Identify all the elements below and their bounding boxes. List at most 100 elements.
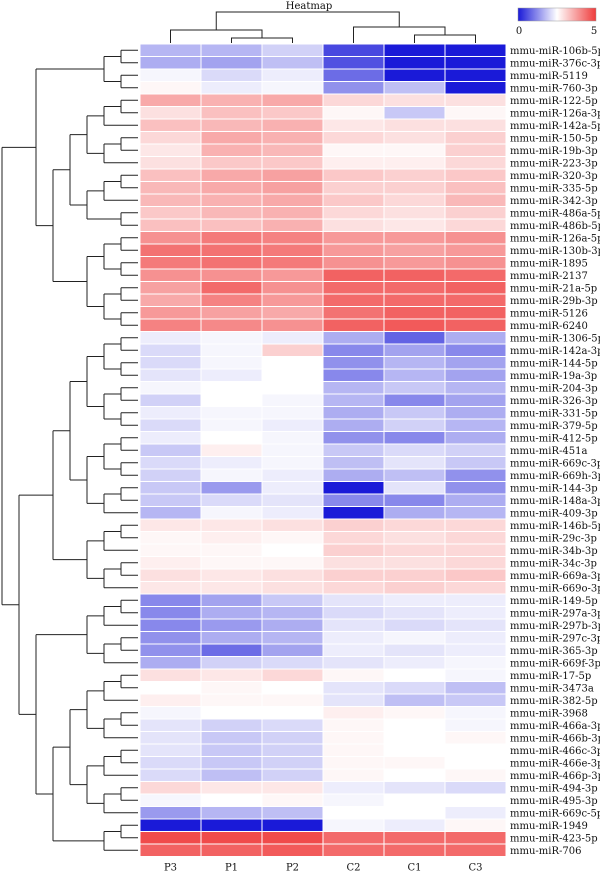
heatmap-cell [384, 832, 445, 844]
heatmap-cell [201, 757, 262, 769]
heatmap-cell [445, 294, 506, 306]
row-label: mmu-miR-669h-3p [510, 471, 600, 482]
heatmap-cell [262, 294, 323, 306]
heatmap-cell [445, 344, 506, 356]
heatmap-cell [201, 807, 262, 819]
heatmap-cell [201, 569, 262, 581]
heatmap-cell [140, 269, 201, 281]
heatmap-cell [445, 307, 506, 319]
row-label: mmu-miR-106b-5p [510, 46, 600, 57]
heatmap-cell [323, 382, 384, 394]
heatmap-cell [201, 419, 262, 431]
heatmap-cell [323, 232, 384, 244]
heatmap-cell [201, 69, 262, 81]
heatmap-cell [201, 194, 262, 206]
heatmap-cell [201, 169, 262, 181]
heatmap-cell [384, 444, 445, 456]
heatmap-cell [262, 319, 323, 331]
heatmap-cell [384, 432, 445, 444]
row-label: mmu-miR-29c-3p [510, 533, 597, 544]
row-label: mmu-miR-122-5p [510, 96, 598, 107]
row-label: mmu-miR-1949 [510, 821, 588, 832]
heatmap-cell [262, 657, 323, 669]
legend-tick-min: 0 [516, 26, 522, 37]
heatmap-cell [262, 557, 323, 569]
heatmap-cell [201, 219, 262, 231]
heatmap-cell [323, 644, 384, 656]
heatmap-cell [445, 744, 506, 756]
heatmap-cell [140, 607, 201, 619]
column-label: P1 [225, 863, 238, 874]
heatmap-cell [323, 157, 384, 169]
heatmap-cell [445, 757, 506, 769]
heatmap-cell [323, 182, 384, 194]
heatmap-cell [445, 269, 506, 281]
heatmap-cell [384, 569, 445, 581]
heatmap-cell [262, 269, 323, 281]
heatmap-cell [140, 307, 201, 319]
row-label: mmu-miR-335-5p [510, 183, 598, 194]
heatmap-cell [445, 644, 506, 656]
heatmap-cell [384, 532, 445, 544]
heatmap-cell [323, 169, 384, 181]
heatmap-cell [262, 57, 323, 69]
heatmap-cell [445, 544, 506, 556]
heatmap-cell [140, 132, 201, 144]
heatmap-cell [384, 44, 445, 56]
heatmap-cell [262, 782, 323, 794]
column-dendrogram [170, 11, 476, 43]
row-label: mmu-miR-149-5p [510, 596, 598, 607]
heatmap-cell [262, 494, 323, 506]
heatmap-cell [262, 607, 323, 619]
heatmap-cell [445, 482, 506, 494]
heatmap-cell [323, 457, 384, 469]
heatmap-cell [445, 319, 506, 331]
heatmap-cell [262, 482, 323, 494]
heatmap-cell [262, 332, 323, 344]
heatmap-cell [201, 432, 262, 444]
heatmap-cell [201, 844, 262, 856]
heatmap-cell [384, 769, 445, 781]
heatmap-cell [445, 219, 506, 231]
row-label: mmu-miR-5126 [510, 308, 588, 319]
heatmap-cell [445, 619, 506, 631]
heatmap-cell [140, 782, 201, 794]
heatmap-cell [201, 382, 262, 394]
heatmap-cell [201, 494, 262, 506]
heatmap-cell [140, 257, 201, 269]
heatmap-cell [323, 557, 384, 569]
heatmap-cell [201, 257, 262, 269]
heatmap-cell [445, 557, 506, 569]
heatmap-cell [201, 544, 262, 556]
heatmap-cell [262, 144, 323, 156]
heatmap-cell [384, 344, 445, 356]
heatmap-cell [140, 332, 201, 344]
heatmap-cell [323, 319, 384, 331]
heatmap-cell [262, 244, 323, 256]
heatmap-cell [445, 169, 506, 181]
row-label: mmu-miR-466e-3p [510, 758, 600, 769]
heatmap-cell [384, 307, 445, 319]
heatmap-cell [323, 269, 384, 281]
heatmap-cell [445, 732, 506, 744]
row-label: mmu-miR-376c-3p [510, 58, 600, 69]
heatmap-cell [140, 419, 201, 431]
heatmap-cell [140, 107, 201, 119]
heatmap-cell [323, 94, 384, 106]
heatmap-cell [201, 732, 262, 744]
row-label: mmu-miR-379-5p [510, 421, 598, 432]
heatmap-cell [445, 632, 506, 644]
heatmap-cell [323, 507, 384, 519]
heatmap-cell [262, 182, 323, 194]
heatmap-cell [384, 819, 445, 831]
column-label: C2 [346, 863, 360, 874]
row-label: mmu-miR-466c-3p [510, 746, 600, 757]
row-label: mmu-miR-17-5p [510, 671, 591, 682]
chart-title: Heatmap [286, 1, 332, 12]
heatmap-cell [445, 82, 506, 94]
row-label: mmu-miR-494-3p [510, 783, 598, 794]
heatmap-cell [384, 207, 445, 219]
heatmap-cell [140, 694, 201, 706]
heatmap-cell [445, 257, 506, 269]
